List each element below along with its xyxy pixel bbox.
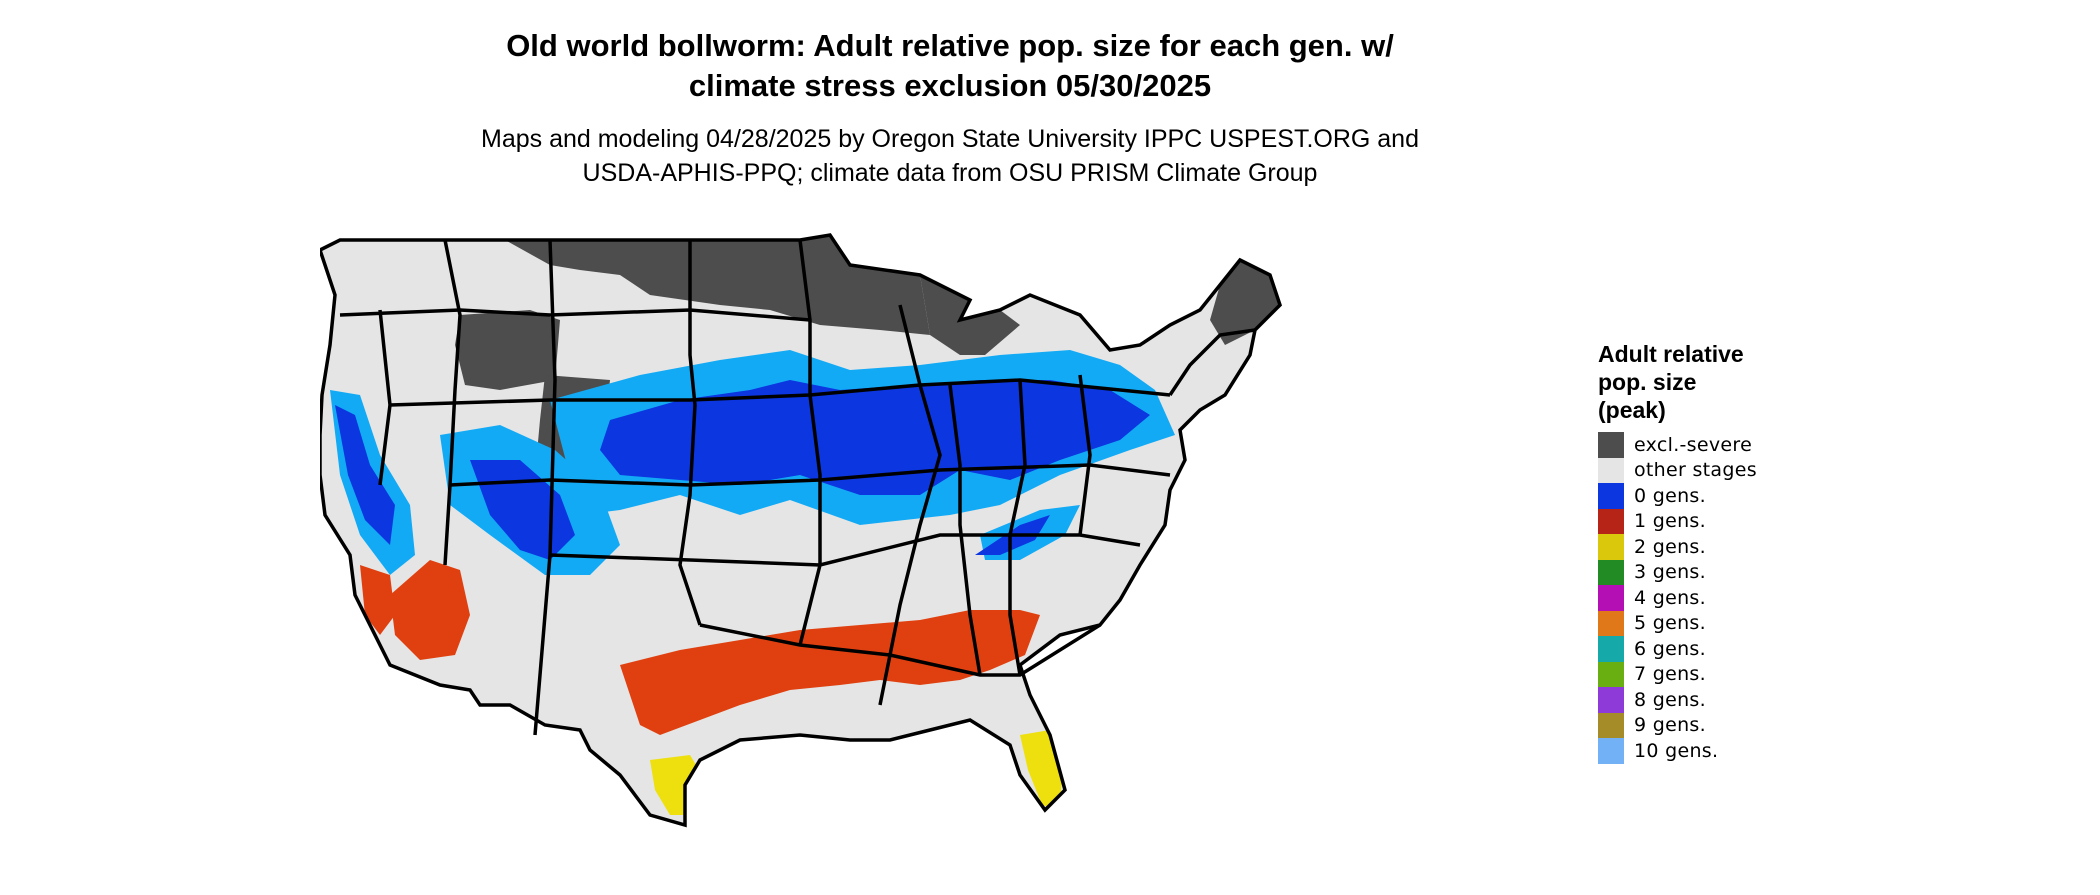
border-plains-2 [798,239,822,646]
legend-label: 10 gens. [1634,739,1719,762]
legend-label: 4 gens. [1634,586,1706,609]
legend-swatch [1598,585,1624,611]
legend-item: other stages [1598,457,1858,483]
legend-label: 2 gens. [1634,535,1706,558]
dark-blue-southwest [470,460,575,560]
legend-item: 9 gens. [1598,712,1858,738]
legend-item: excl.-severe [1598,432,1858,458]
legend-label: 6 gens. [1634,637,1706,660]
legend-swatch [1598,738,1624,764]
excluded-wyoming-region [455,310,560,390]
legend-title-line-2: pop. size [1598,369,1697,395]
border-horizontal-north [339,308,811,322]
border-new-england [1168,328,1256,396]
legend-swatch [1598,712,1624,738]
excluded-northern-plains-region [505,235,930,335]
dark-blue-west-coast [335,405,395,545]
legend-item: 10 gens. [1598,738,1858,764]
legend-swatch [1598,687,1624,713]
map-subtitle-line-2: USDA-APHIS-PPQ; climate data from OSU PR… [582,159,1318,187]
legend-swatch [1598,483,1624,509]
legend-title: Adult relative pop. size (peak) [1598,340,1858,424]
legend-swatch [1598,636,1624,662]
legend-item: 5 gens. [1598,610,1858,636]
orange-red-arizona [390,560,470,660]
excluded-maine-region [1210,260,1280,345]
legend-swatch [1598,610,1624,636]
map-subtitle: Maps and modeling 04/28/2025 by Oregon S… [340,122,1560,190]
border-west-vertical-2 [443,239,462,566]
national-outline [320,233,1283,828]
legend-item: 7 gens. [1598,661,1858,687]
legend-swatch [1598,661,1624,687]
border-plains-1 [678,240,702,626]
legend-title-line-1: Adult relative [1598,341,1744,367]
orange-red-socal [360,565,395,635]
legend-label: other stages [1634,459,1757,482]
border-mountain [533,239,557,736]
legend-label: 5 gens. [1634,612,1706,635]
border-east-2 [1078,374,1092,536]
legend-item: 3 gens. [1598,559,1858,585]
map-legend: Adult relative pop. size (peak) excl.-se… [1598,340,1858,764]
legend-swatch [1598,534,1624,560]
legend-item: 6 gens. [1598,636,1858,662]
legend-label: 0 gens. [1634,484,1706,507]
state-borders [320,233,1283,828]
border-horizontal-central [389,378,1171,407]
map-title-line-1: Old world bollworm: Adult relative pop. … [506,28,1394,63]
us-generation-map [320,233,1283,828]
legend-label: 8 gens. [1634,688,1706,711]
border-horizontal-deep-south [549,533,1141,567]
legend-title-line-3: (peak) [1598,397,1666,423]
legend-item: 4 gens. [1598,585,1858,611]
legend-swatch [1598,559,1624,585]
map-title: Old world bollworm: Adult relative pop. … [340,26,1560,106]
legend-label: 9 gens. [1634,714,1706,737]
legend-label: 1 gens. [1634,510,1706,533]
legend-swatch [1598,432,1624,458]
legend-swatch [1598,457,1624,483]
legend-item: 0 gens. [1598,483,1858,509]
legend-item: 2 gens. [1598,534,1858,560]
map-subtitle-line-1: Maps and modeling 04/28/2025 by Oregon S… [481,125,1419,153]
border-horizontal-south [449,463,1171,487]
legend-item: 1 gens. [1598,508,1858,534]
map-title-line-2: climate stress exclusion 05/30/2025 [688,68,1212,103]
legend-swatch [1598,508,1624,534]
legend-label: 3 gens. [1634,561,1706,584]
orange-red-gulf-band [620,610,1040,735]
yellow-south-florida [1020,730,1062,810]
legend-item: 8 gens. [1598,687,1858,713]
legend-items: excl.-severe other stages 0 gens. 1 gens. 2 … [1598,432,1858,764]
legend-label: excl.-severe [1634,433,1753,456]
border-gulf-states [699,623,1101,677]
excluded-northwoods-region [920,275,1020,355]
border-midwest [948,384,982,676]
legend-label: 7 gens. [1634,663,1706,686]
